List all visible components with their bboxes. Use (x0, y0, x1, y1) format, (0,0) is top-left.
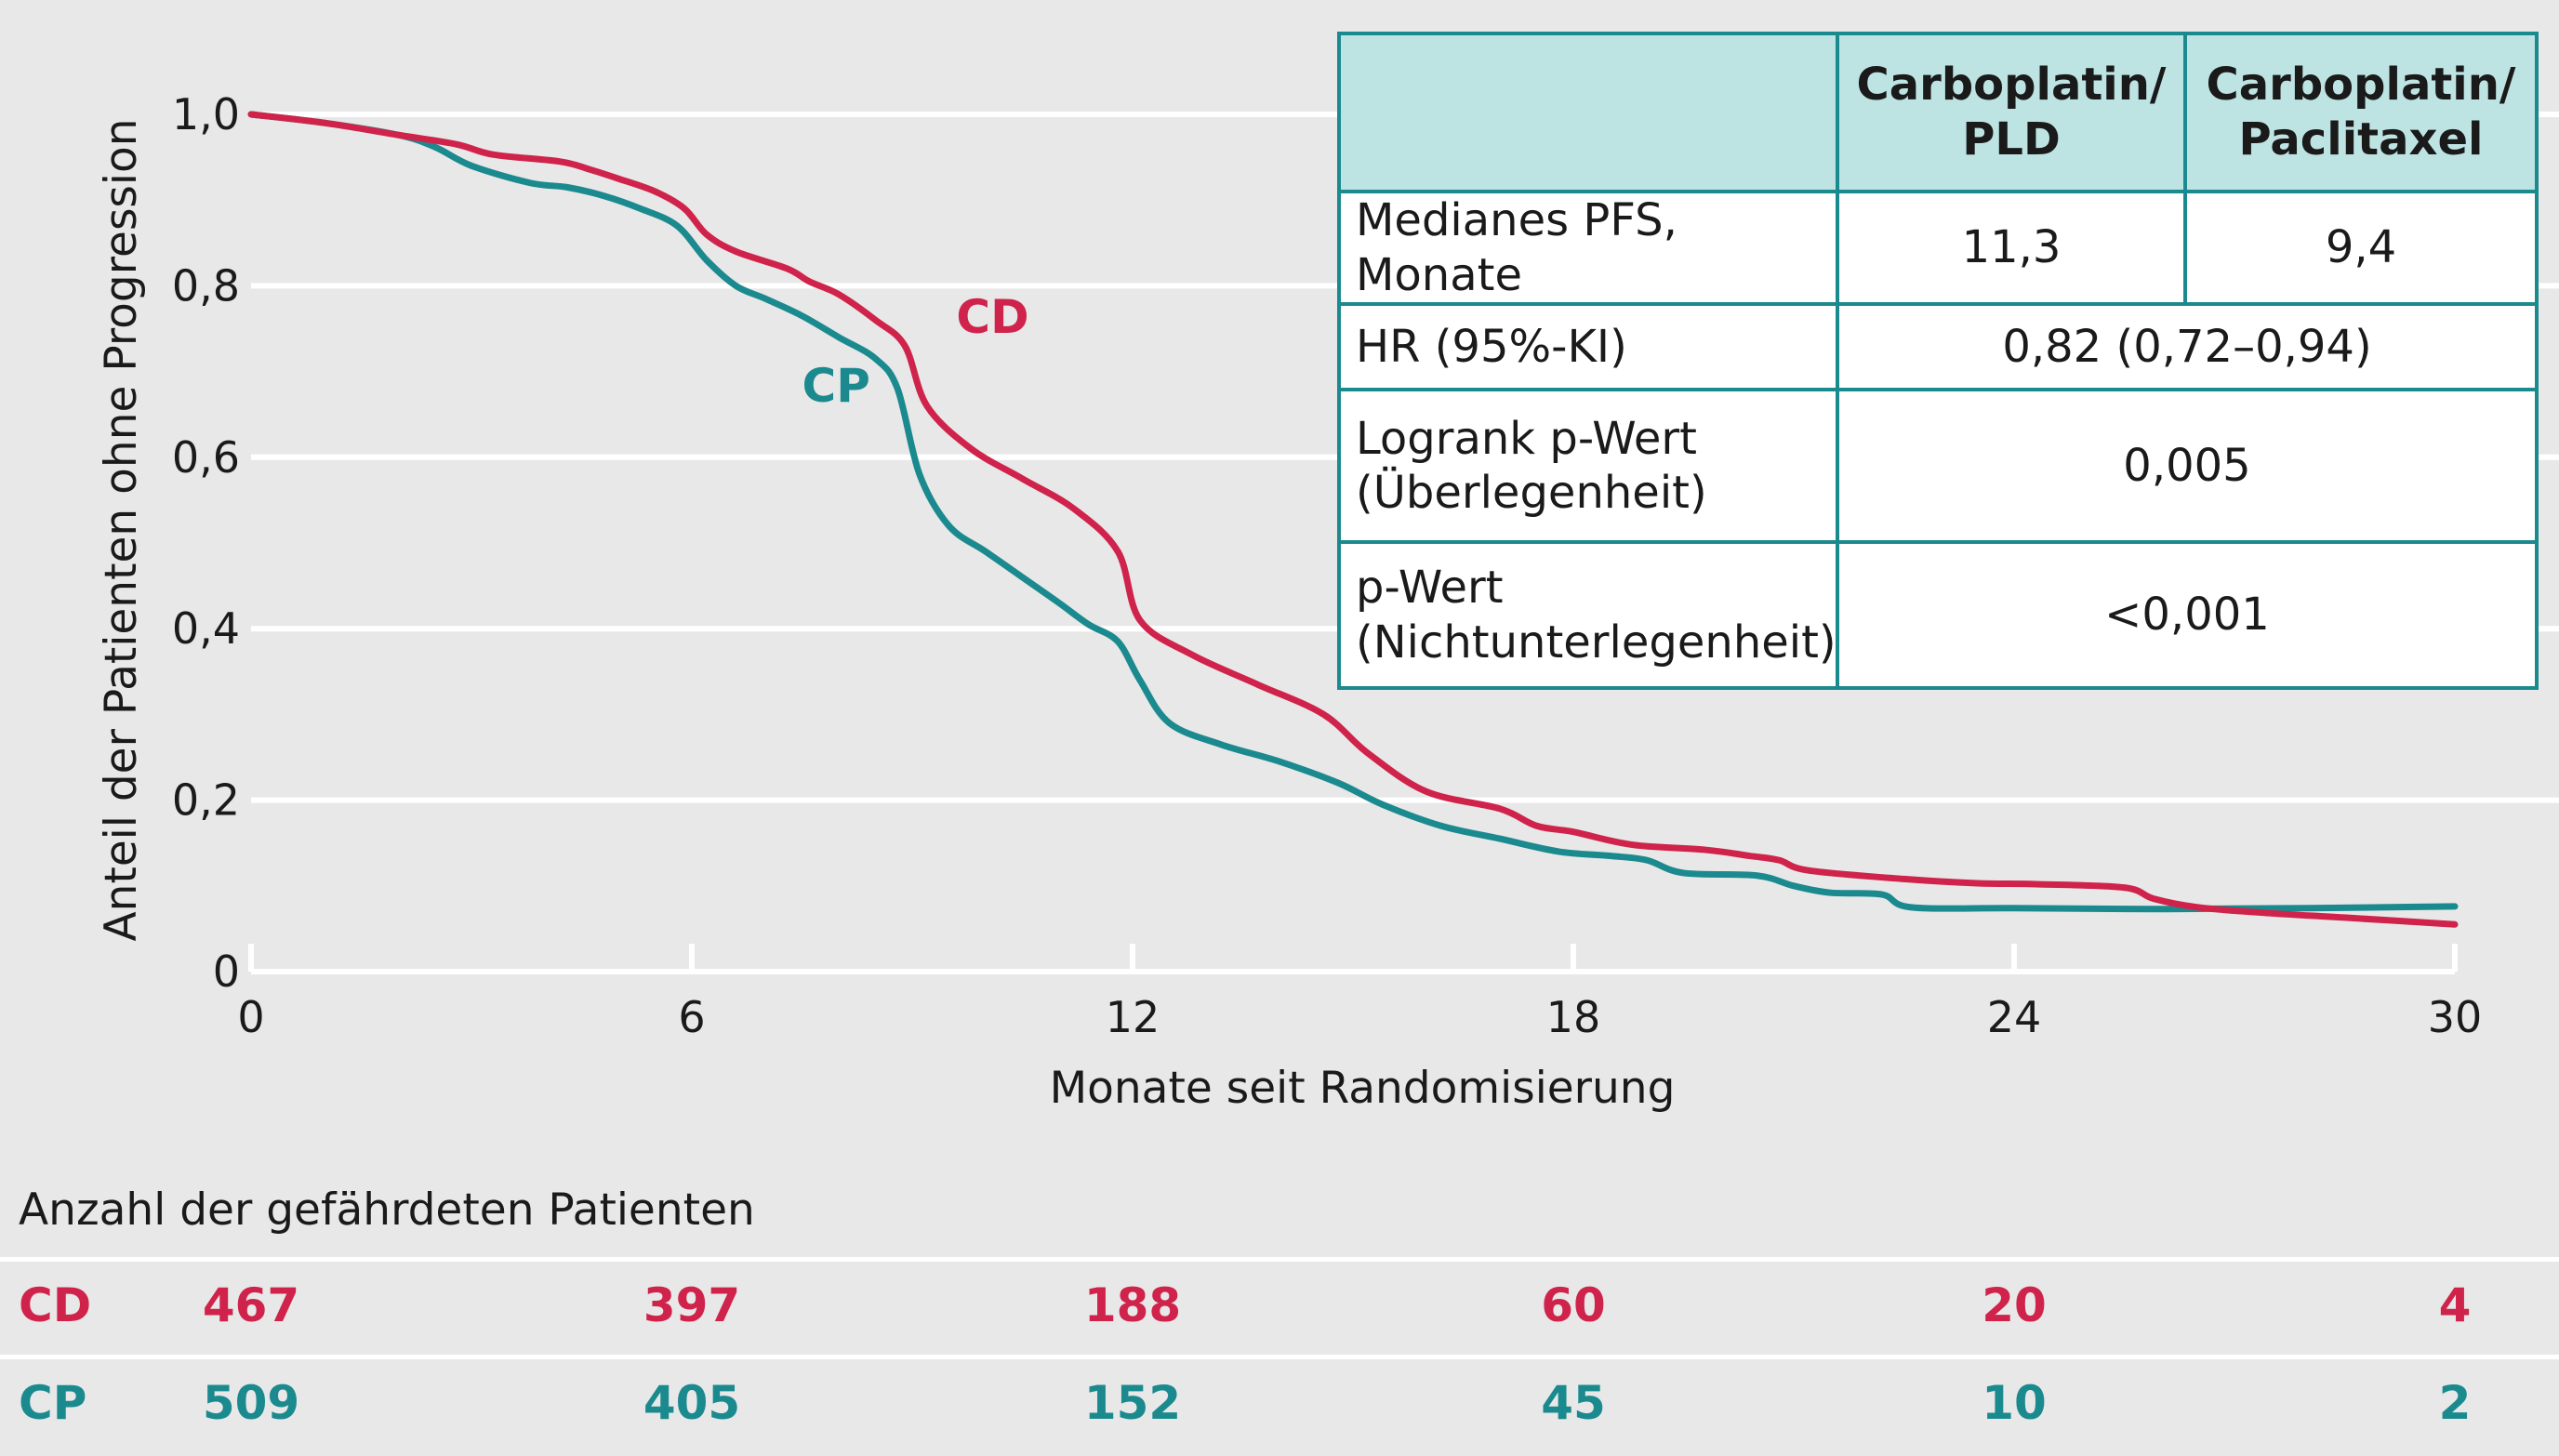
y-tick-label: 1,0 (172, 89, 240, 139)
series-label-cd: CD (956, 290, 1028, 344)
risk-count: 188 (1083, 1278, 1182, 1332)
risk-count: 509 (202, 1376, 300, 1430)
y-tick-label: 0,4 (172, 603, 240, 654)
x-tick-label: 12 (1106, 992, 1160, 1042)
noninferiority-value: <0,001 (1836, 540, 2539, 691)
table-header-cd: Carboplatin/ PLD (1836, 32, 2187, 193)
table-row: HR (95%-KI) 0,82 (0,72–0,94) (1337, 302, 2539, 392)
risk-divider (0, 1257, 2559, 1262)
x-tick-label: 0 (237, 992, 264, 1042)
x-tick-label: 30 (2428, 992, 2483, 1042)
series-labels: CD CP (802, 290, 1029, 413)
row-label-logrank-line2: (Überlegenheit) (1356, 467, 1707, 520)
risk-count: 20 (1982, 1278, 2047, 1332)
x-tick-label: 6 (678, 992, 705, 1042)
x-tick-label: 18 (1546, 992, 1601, 1042)
series-line-cd (247, 111, 2459, 928)
row-label-noninferiority-line2: (Nichtunterlegenheit) (1356, 615, 1836, 668)
y-tick-label: 0,2 (172, 775, 240, 826)
median-pfs-cd: 11,3 (1836, 189, 2187, 307)
risk-count: 2 (2438, 1376, 2472, 1430)
table-header-empty (1337, 32, 1839, 193)
risk-count: 397 (643, 1278, 741, 1332)
table-row: Medianes PFS, Monate 11,3 9,4 (1337, 189, 2539, 307)
stats-table: Carboplatin/ PLD Carboplatin/ Paclitaxel… (1337, 32, 2539, 691)
risk-divider (0, 1355, 2559, 1359)
y-tick-label: 0,8 (172, 260, 240, 311)
risk-count: 45 (1541, 1376, 1606, 1430)
row-label-logrank: Logrank p-Wert (Überlegenheit) (1337, 388, 1839, 545)
row-label-logrank-line1: Logrank p-Wert (1356, 412, 1697, 465)
row-label-noninferiority: p-Wert (Nichtunterlegenheit) (1337, 540, 1839, 691)
risk-count: 467 (202, 1278, 300, 1332)
risk-row-name: CP (19, 1376, 87, 1430)
y-tick-label: 0 (213, 946, 240, 997)
row-label-hr: HR (95%-KI) (1337, 302, 1839, 392)
risk-count: 405 (643, 1376, 741, 1430)
x-axis-title: Monate seit Randomisierung (1050, 1063, 1676, 1114)
table-row: p-Wert (Nichtunterlegenheit) <0,001 (1337, 540, 2539, 691)
row-label-noninferiority-line1: p-Wert (1356, 562, 1504, 615)
logrank-value: 0,005 (1836, 388, 2539, 545)
y-axis-ticks: 0 0,2 0,4 0,6 0,8 1,0 (172, 89, 240, 997)
x-axis-ticks: 0 6 12 18 24 30 (237, 944, 2482, 1042)
table-header-row: Carboplatin/ PLD Carboplatin/ Paclitaxel (1337, 32, 2539, 193)
row-label-median-pfs: Medianes PFS, Monate (1337, 189, 1839, 307)
risk-count: 4 (2438, 1278, 2472, 1332)
risk-row-name: CD (19, 1278, 92, 1332)
risk-count: 10 (1982, 1376, 2047, 1430)
risk-table: Anzahl der gefährdeten Patienten CD 467 3… (0, 1157, 2559, 1456)
series-label-cp: CP (802, 359, 870, 413)
risk-row-cd: CD 467 397 188 60 20 4 (0, 1262, 2559, 1355)
series-line-cp (247, 111, 2459, 913)
y-tick-label: 0,6 (172, 432, 240, 483)
risk-count: 60 (1541, 1278, 1606, 1332)
risk-count: 152 (1083, 1376, 1182, 1430)
y-axis-title: Anteil der Patienten ohne Progression (96, 118, 147, 941)
table-row: Logrank p-Wert (Überlegenheit) 0,005 (1337, 388, 2539, 545)
median-pfs-cp: 9,4 (2183, 189, 2539, 307)
hr-value: 0,82 (0,72–0,94) (1836, 302, 2539, 392)
survival-curves (247, 111, 2459, 928)
risk-row-cp: CP 509 405 152 45 10 2 (0, 1359, 2559, 1452)
table-header-cp: Carboplatin/ Paclitaxel (2183, 32, 2539, 193)
risk-table-title: Anzahl der gefährdeten Patienten (19, 1185, 755, 1236)
x-tick-label: 24 (1987, 992, 2042, 1042)
